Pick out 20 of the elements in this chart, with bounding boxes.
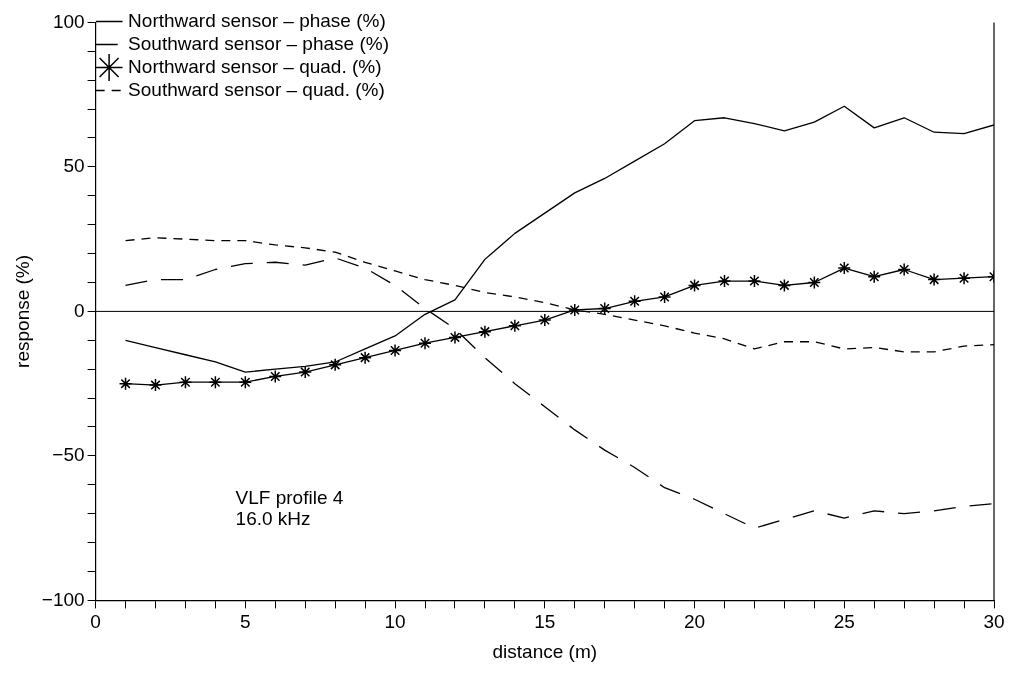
y-tick-label: 50 — [63, 155, 85, 177]
annotation: 16.0 kHz — [235, 508, 311, 530]
x-tick-label: 30 — [983, 611, 1005, 633]
legend-label: Southward sensor – phase (%) — [128, 32, 389, 54]
x-tick-label: 15 — [534, 611, 556, 633]
x-tick-label: 0 — [90, 611, 101, 633]
x-tick-label: 20 — [683, 611, 706, 633]
x-axis-title: distance (m) — [492, 640, 598, 662]
y-tick-label: −50 — [52, 444, 85, 466]
y-tick-label: 0 — [74, 299, 85, 321]
y-axis-title: response (%) — [11, 254, 33, 368]
x-tick-label: 25 — [833, 611, 855, 633]
y-tick-label: 100 — [52, 10, 85, 32]
legend-label: Northward sensor – quad. (%) — [128, 55, 382, 77]
x-tick-label: 5 — [240, 611, 251, 633]
legend-label: Southward sensor – quad. (%) — [128, 78, 385, 100]
annotation: VLF profile 4 — [235, 487, 344, 509]
x-tick-label: 10 — [384, 611, 406, 633]
y-tick-label: −100 — [41, 588, 85, 610]
legend-label: Northward sensor – phase (%) — [128, 9, 386, 31]
